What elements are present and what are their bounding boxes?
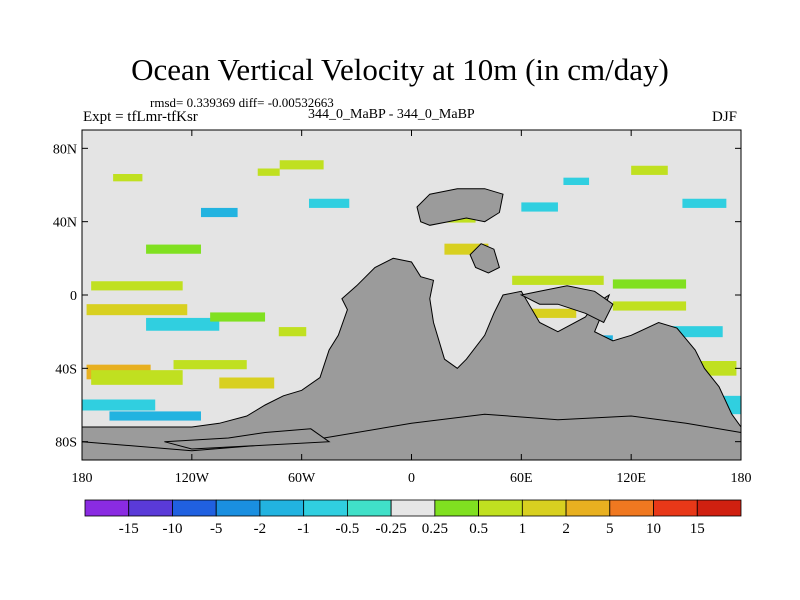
colorbar-label: -1 <box>297 521 310 537</box>
y-tick-label: 80N <box>53 142 77 157</box>
field-patch <box>512 275 604 285</box>
field-patch <box>257 168 280 176</box>
field-patch <box>146 317 220 331</box>
colorbar-box <box>478 499 523 517</box>
colorbar-box <box>128 499 173 517</box>
colorbar-label: -5 <box>210 521 223 537</box>
field-patch <box>308 198 350 208</box>
land-mass <box>416 188 504 226</box>
colorbar-box <box>259 499 305 517</box>
colorbar-box <box>303 499 348 517</box>
field-patch <box>113 174 143 182</box>
colorbar-label: -0.25 <box>376 521 407 537</box>
field-patch <box>146 244 201 254</box>
y-tick-label: 40S <box>55 362 77 377</box>
field-patch <box>503 308 577 318</box>
colorbar-label: 1 <box>519 521 527 537</box>
land-mass <box>469 243 500 274</box>
field-patch <box>612 301 687 311</box>
y-tick-label: 80S <box>55 436 77 451</box>
field-patch <box>278 327 307 337</box>
field-patch <box>563 177 590 185</box>
field-patch <box>279 160 324 170</box>
colorbar-box <box>696 499 742 517</box>
colorbar-box <box>521 499 567 517</box>
field-patch <box>649 326 723 338</box>
experiment-label: Expt = tfLmr-tfKsr <box>83 109 198 125</box>
field-patch <box>210 312 266 322</box>
x-tick-label: 180 <box>72 471 93 486</box>
x-tick-label: 60W <box>288 471 316 486</box>
field-patch <box>682 198 727 208</box>
colorbar-label: -0.5 <box>336 521 360 537</box>
colorbar-box <box>565 499 611 517</box>
colorbar-box <box>346 499 392 517</box>
y-tick-label: 0 <box>70 289 77 304</box>
colorbar-box <box>172 499 217 517</box>
field-patch <box>444 243 489 255</box>
colorbar-box <box>84 499 130 517</box>
colorbar-label: -15 <box>119 521 139 537</box>
colorbar-box <box>609 499 654 517</box>
chart-title: Ocean Vertical Velocity at 10m (in cm/da… <box>131 52 669 87</box>
land-mass <box>519 285 614 324</box>
colorbar-box <box>434 499 480 517</box>
field-patch <box>612 279 687 289</box>
x-tick-label: 120E <box>616 471 646 486</box>
field-patch <box>200 207 238 218</box>
field-patch <box>82 399 156 411</box>
land-mass <box>82 413 741 460</box>
colorbar-label: -10 <box>162 521 182 537</box>
field-patch <box>86 304 188 316</box>
x-tick-label: 180 <box>731 471 752 486</box>
x-tick-label: 60E <box>510 471 533 486</box>
colorbar-label: -2 <box>254 521 267 537</box>
field-patch <box>173 360 247 370</box>
colorbar-label: 15 <box>690 521 705 537</box>
colorbar-label: 5 <box>606 521 614 537</box>
land-mass <box>164 428 331 450</box>
x-tick-label: 120W <box>175 471 210 486</box>
colorbar-label: 0.25 <box>422 521 448 537</box>
field-patch <box>219 377 275 389</box>
field-patch <box>91 281 183 291</box>
field-patch <box>91 370 183 385</box>
land-mass <box>82 257 741 460</box>
colorbar-box <box>390 499 436 517</box>
stats-line: rmsd= 0.339369 diff= -0.00532663 <box>150 95 334 110</box>
colorbar-box <box>653 499 698 517</box>
season-label: DJF <box>712 109 738 125</box>
colorbar-label: 10 <box>646 521 661 537</box>
colorbar-label: 2 <box>562 521 570 537</box>
colorbar-box <box>215 499 261 517</box>
field-patch <box>521 202 558 212</box>
field-patch <box>631 165 668 175</box>
x-tick-label: 0 <box>408 471 415 486</box>
colorbar-label: 0.5 <box>469 521 488 537</box>
y-tick-label: 40N <box>53 216 77 231</box>
field-patch <box>109 411 201 421</box>
runs-label: 344_0_MaBP - 344_0_MaBP <box>308 107 475 122</box>
